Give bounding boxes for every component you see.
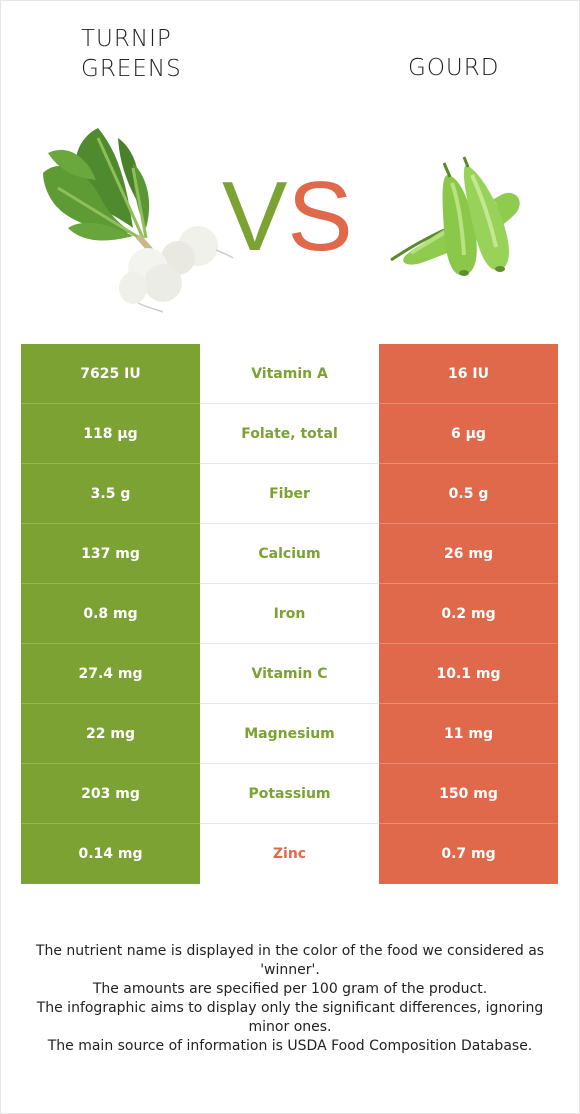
versus-s: S [287, 161, 352, 271]
table-row: 118 µg Folate, total 6 µg [21, 404, 558, 464]
footer-line: The main source of information is USDA F… [47, 1038, 533, 1054]
nutrient-name: Iron [200, 584, 379, 644]
footer-line: The infographic aims to display only the… [36, 1000, 544, 1035]
right-food-value: 150 mg [379, 764, 558, 824]
versus-v: V [222, 161, 287, 271]
left-food-value: 22 mg [21, 704, 200, 764]
nutrient-name: Calcium [200, 524, 379, 584]
footer-notes: The nutrient name is displayed in the co… [20, 942, 560, 1056]
comparison-table: 7625 IU Vitamin A 16 IU 118 µg Folate, total… [21, 344, 558, 884]
left-food-value: 3.5 g [21, 464, 200, 524]
nutrient-name: Vitamin C [200, 644, 379, 704]
footer-line: The nutrient name is displayed in the co… [35, 943, 545, 978]
left-food-value: 0.8 mg [21, 584, 200, 644]
right-food-value: 11 mg [379, 704, 558, 764]
right-food-value: 26 mg [379, 524, 558, 584]
table-row: 0.8 mg Iron 0.2 mg [21, 584, 558, 644]
gourd-image [390, 156, 520, 276]
left-food-value: 0.14 mg [21, 824, 200, 884]
table-row: 137 mg Calcium 26 mg [21, 524, 558, 584]
versus-label: VS [222, 166, 353, 266]
table-row: 7625 IU Vitamin A 16 IU [21, 344, 558, 404]
footer-line: The amounts are specified per 100 gram o… [92, 981, 488, 997]
right-food-value: 0.2 mg [379, 584, 558, 644]
left-food-value: 137 mg [21, 524, 200, 584]
right-food-value: 6 µg [379, 404, 558, 464]
nutrient-name: Folate, total [200, 404, 379, 464]
table-row: 22 mg Magnesium 11 mg [21, 704, 558, 764]
table-row: 27.4 mg Vitamin C 10.1 mg [21, 644, 558, 704]
nutrient-name: Potassium [200, 764, 379, 824]
nutrient-name: Zinc [200, 824, 379, 884]
left-food-title: TURNIP GREENS [81, 26, 182, 82]
nutrient-name: Magnesium [200, 704, 379, 764]
right-food-value: 10.1 mg [379, 644, 558, 704]
turnip-greens-image [43, 128, 234, 313]
table-row: 3.5 g Fiber 0.5 g [21, 464, 558, 524]
right-food-value: 0.5 g [379, 464, 558, 524]
table-row: 0.14 mg Zinc 0.7 mg [21, 824, 558, 884]
left-food-value: 118 µg [21, 404, 200, 464]
left-food-value: 203 mg [21, 764, 200, 824]
left-food-value: 27.4 mg [21, 644, 200, 704]
right-food-value: 16 IU [379, 344, 558, 404]
table-row: 203 mg Potassium 150 mg [21, 764, 558, 824]
nutrient-name: Vitamin A [200, 344, 379, 404]
nutrient-name: Fiber [200, 464, 379, 524]
right-food-title: GOURD [408, 55, 500, 81]
right-food-value: 0.7 mg [379, 824, 558, 884]
left-food-value: 7625 IU [21, 344, 200, 404]
